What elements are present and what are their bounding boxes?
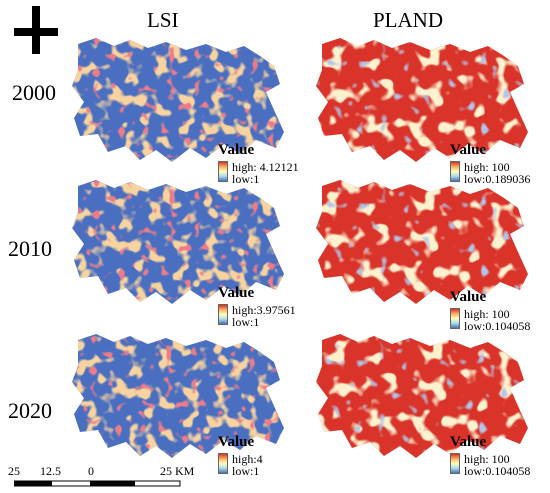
legend-low-label: low:1 (232, 172, 260, 186)
scale-label-12-5: 12.5 (40, 464, 61, 478)
legend-high-label: high: 4.12121 (232, 160, 299, 174)
color-ramp (450, 453, 460, 474)
legend-title: Value (218, 142, 255, 158)
legend-title: Value (218, 285, 255, 301)
year-label-2000: 2000 (12, 80, 56, 105)
pland-map-2020 (316, 334, 528, 458)
legend-low-label: low:0.104058 (464, 319, 531, 333)
scale-label-0: 0 (88, 464, 94, 478)
legend-low-label: low:1 (232, 315, 260, 329)
legend-high-label: high: 100 (464, 452, 510, 466)
color-ramp (218, 161, 228, 182)
legend-high-label: high: 100 (464, 160, 510, 174)
legend-low-label: low:0.189036 (464, 172, 531, 186)
legend-high-label: high:3.97561 (232, 303, 296, 317)
column-title-lsi: LSI (147, 8, 179, 32)
legend-low-label: low:1 (232, 464, 260, 478)
pland-map-2010 (316, 180, 528, 304)
legend-high-label: high: 100 (464, 307, 510, 321)
legend-high-label: high:4 (232, 452, 263, 466)
lsi-map-2000 (72, 38, 284, 162)
scale-label-25-km: 25 KM (160, 464, 195, 478)
year-label-2020: 2020 (8, 398, 52, 423)
legend-low-label: low:0.104058 (464, 464, 531, 478)
lsi-map-2010 (72, 180, 284, 304)
pland-map-2000 (316, 38, 528, 162)
pland-legend-2000: Value high: 100 low:0.189036 (450, 142, 530, 185)
north-arrow-icon (14, 6, 58, 54)
year-label-2010: 2010 (8, 236, 52, 261)
lsi-legend-2000: Value high: 4.12121 low:1 (218, 142, 299, 185)
legend-title: Value (450, 434, 487, 450)
scale-label-25-left: 25 (8, 464, 20, 478)
legend-title: Value (218, 434, 255, 450)
pland-legend-2020: Value high: 100 low:0.104058 (450, 434, 530, 477)
legend-title: Value (450, 142, 487, 158)
color-ramp (218, 453, 228, 474)
scale-bar (14, 480, 181, 487)
pland-legend-2010: Value high: 100 low:0.104058 (450, 289, 530, 332)
color-ramp (450, 161, 460, 182)
lsi-legend-2010: Value high:3.97561 low:1 (218, 285, 296, 328)
color-ramp (450, 308, 460, 329)
legend-title: Value (450, 289, 487, 305)
lsi-legend-2020: Value high:4 low:1 (218, 434, 263, 477)
column-title-pland: PLAND (373, 8, 444, 32)
color-ramp (218, 304, 228, 325)
lsi-map-2020 (72, 334, 284, 458)
